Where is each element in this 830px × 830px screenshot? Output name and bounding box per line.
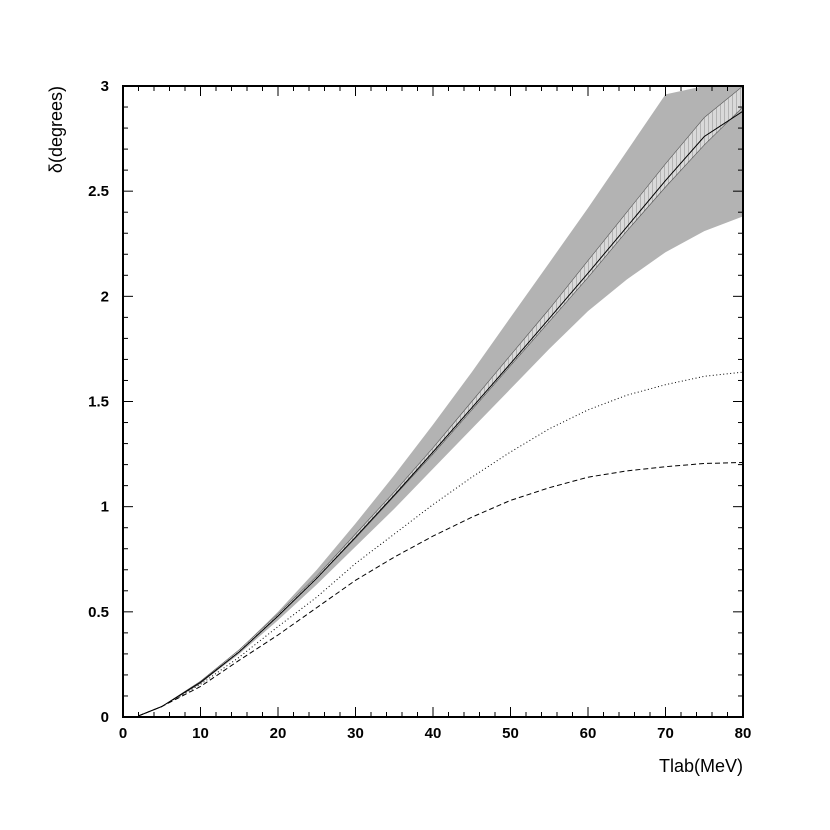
- inner-hatched-band: [138, 86, 743, 717]
- x-tick-label: 30: [347, 725, 364, 742]
- y-tick-label: 1.5: [88, 394, 109, 411]
- y-tick-label: 2.5: [88, 183, 109, 200]
- y-tick-label: 0.5: [88, 604, 109, 621]
- series-line-solid: [138, 110, 743, 717]
- axes: 0 10 20 30 40 50 60 70 80 0 0.5 1 1.5 2 2.5 3: [88, 78, 751, 742]
- y-tick-label: 1: [101, 499, 109, 516]
- y-tick-label: 3: [101, 78, 109, 95]
- plot-area: [138, 86, 743, 717]
- x-tick-label: 80: [735, 725, 752, 742]
- x-tick-label: 20: [270, 725, 287, 742]
- x-axis-title: Tlab(MeV): [659, 756, 743, 776]
- series-line-dashed: [138, 462, 743, 717]
- x-tick-label: 60: [580, 725, 597, 742]
- x-tick-label: 10: [192, 725, 209, 742]
- uncertainty-band: [138, 86, 743, 716]
- y-tick-label: 0: [101, 709, 109, 726]
- x-tick-label: 70: [657, 725, 674, 742]
- y-axis-title: δ(degrees): [46, 86, 66, 173]
- y-tick-label: 2: [101, 288, 109, 305]
- x-tick-label: 40: [425, 725, 442, 742]
- x-tick-label: 0: [119, 725, 127, 742]
- x-tick-label: 50: [502, 725, 519, 742]
